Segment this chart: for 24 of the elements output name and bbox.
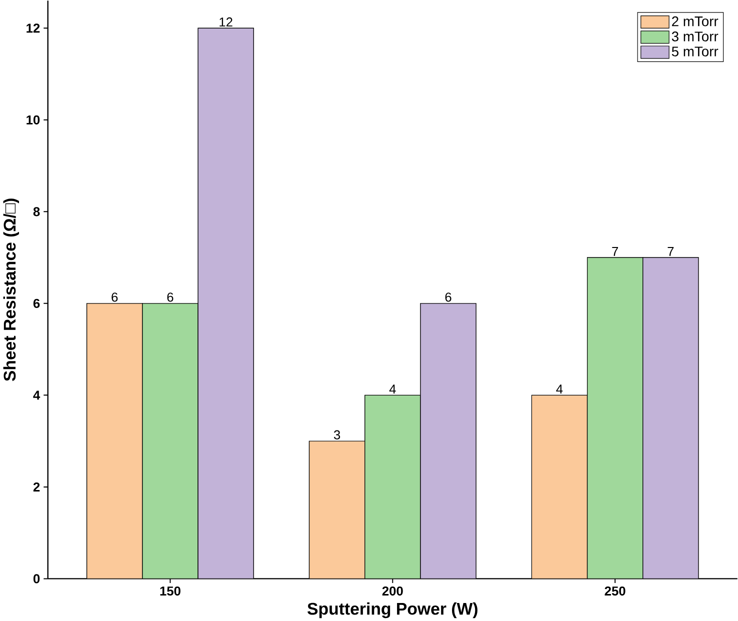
data-label: 6 xyxy=(445,292,452,302)
y-tick-label: 10 xyxy=(26,115,40,124)
legend-label: 5 mTorr xyxy=(672,46,718,56)
data-label: 12 xyxy=(220,17,232,26)
x-tick-label: 200 xyxy=(382,586,403,596)
x-tick-label: 250 xyxy=(604,586,626,596)
y-tick-label: 2 xyxy=(33,482,40,492)
data-label: 7 xyxy=(668,246,674,256)
data-label: 4 xyxy=(389,384,396,394)
data-label: 3 xyxy=(334,430,340,440)
data-label: 4 xyxy=(556,384,563,394)
x-axis-title: Sputtering Power (W) xyxy=(307,602,478,618)
x-tick-label: 150 xyxy=(160,586,180,596)
data-label: 7 xyxy=(612,246,618,256)
legend-label: 3 mTorr xyxy=(672,31,718,42)
data-label: 6 xyxy=(112,292,118,302)
y-tick-label: 6 xyxy=(33,298,40,308)
y-tick-label: 12 xyxy=(26,23,40,32)
y-axis-title: Sheet Resistance (Ω/□) xyxy=(3,198,20,381)
y-tick-label: 0 xyxy=(33,574,40,584)
data-label: 6 xyxy=(167,292,174,302)
y-tick-label: 8 xyxy=(33,206,40,216)
y-tick-label: 4 xyxy=(33,390,40,400)
legend-label: 2 mTorr xyxy=(672,16,718,26)
